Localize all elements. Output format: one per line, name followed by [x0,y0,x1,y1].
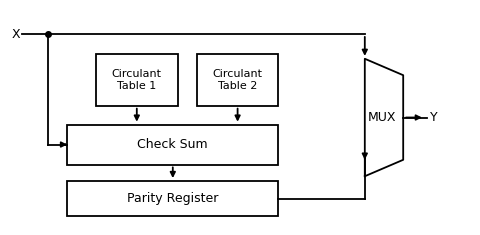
Text: Circulant
Table 2: Circulant Table 2 [213,69,263,91]
Bar [96,54,178,106]
Text: X: X [12,27,21,41]
Bar [67,125,278,164]
Polygon shape [365,59,403,176]
Text: MUX: MUX [367,111,396,124]
Text: Y: Y [430,111,437,124]
Text: Parity Register: Parity Register [127,192,218,205]
Bar [197,54,278,106]
Text: Check Sum: Check Sum [137,138,208,151]
Bar [67,181,278,216]
Text: Circulant
Table 1: Circulant Table 1 [112,69,162,91]
